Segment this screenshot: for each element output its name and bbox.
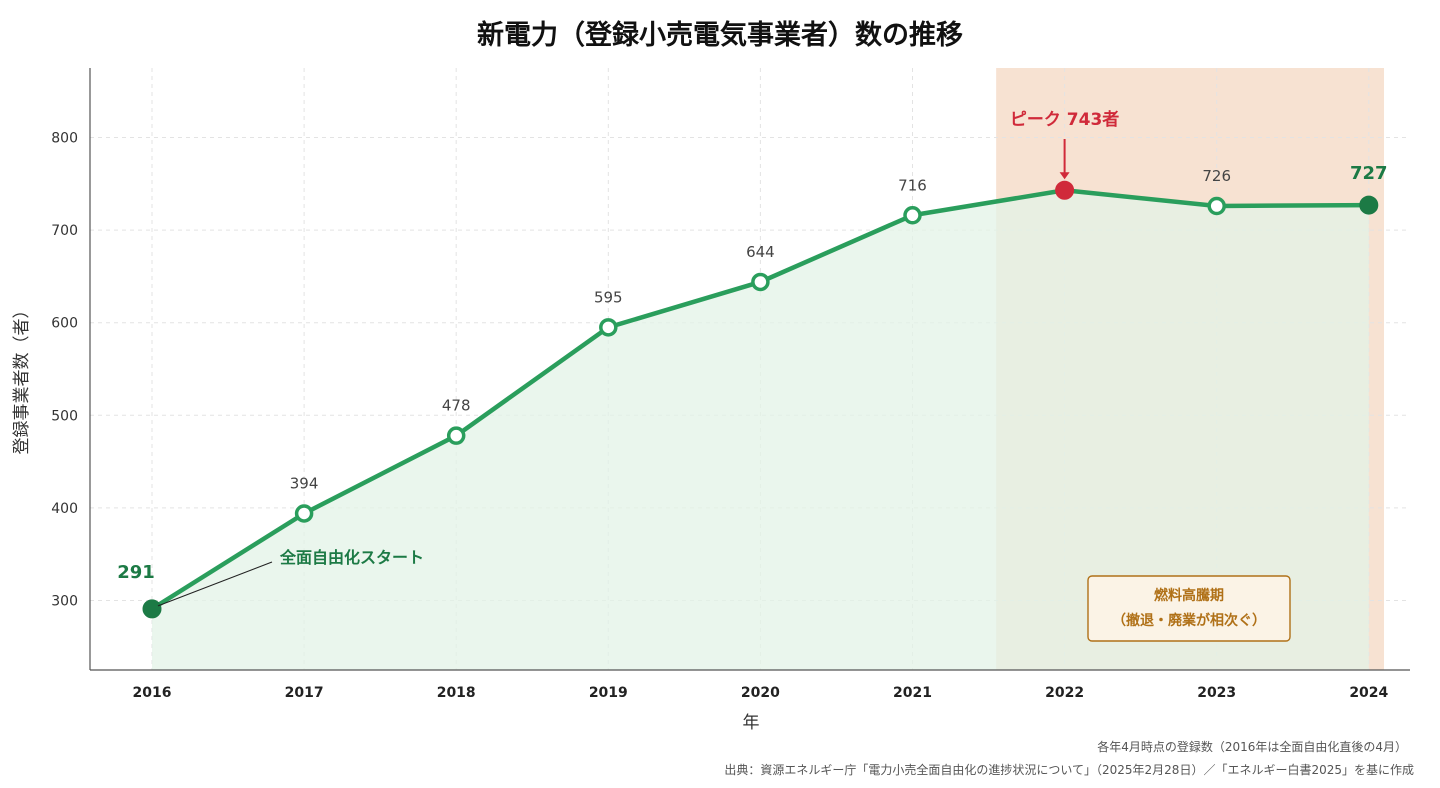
- x-tick-label: 2020: [741, 685, 780, 701]
- area-fill: [152, 190, 1369, 670]
- y-tick-label: 500: [51, 408, 78, 424]
- data-label-start: 291: [117, 562, 155, 583]
- note-line1: 各年4月時点の登録数（2016年は全面自由化直後の4月）: [1097, 739, 1407, 754]
- x-tick-label: 2022: [1045, 685, 1084, 701]
- data-label: 394: [290, 474, 319, 492]
- data-label: 716: [898, 176, 927, 194]
- start-annotation: 全面自由化スタート: [279, 548, 424, 567]
- data-label: 478: [442, 397, 471, 415]
- y-tick-label: 300: [51, 594, 78, 610]
- data-point: [294, 504, 314, 523]
- start-leader-line: [157, 561, 273, 607]
- x-tick-label: 2017: [285, 685, 324, 701]
- peak-point: [1055, 180, 1075, 200]
- peak-annotation: ピーク 743者: [1010, 109, 1119, 130]
- highlight-point: [1359, 195, 1379, 215]
- y-tick-label: 600: [51, 316, 78, 332]
- x-axis-label: 年: [743, 713, 760, 733]
- source-note: 出典：資源エネルギー庁「電力小売全面自由化の進捗状況について」（2025年2月2…: [724, 762, 1414, 777]
- data-point: [599, 318, 618, 337]
- data-point: [446, 426, 466, 445]
- data-point: [903, 206, 922, 225]
- y-tick-label: 700: [51, 223, 78, 239]
- peak-arrow-head: [1059, 172, 1070, 180]
- x-tick-label: 2018: [437, 685, 476, 701]
- period-label-subtitle: （撤退・廃業が相次ぐ）: [1112, 612, 1266, 629]
- data-point: [751, 272, 770, 292]
- y-tick-label: 800: [51, 130, 78, 146]
- y-axis-label: 登録事業者数（者）: [12, 302, 32, 455]
- data-label: 644: [746, 243, 775, 261]
- data-points: [142, 180, 1379, 619]
- axes: 300 400 500 600 700 800 2016 2017 2018 2019 2020 20…: [51, 68, 1410, 701]
- x-tick-label: 2016: [133, 685, 172, 701]
- x-tick-label: 2024: [1349, 685, 1388, 701]
- data-labels: 291 394 478 595 644 716 726 727: [117, 163, 1387, 583]
- x-tick-label: 2023: [1197, 685, 1236, 701]
- data-point: [1207, 196, 1226, 216]
- data-label: 595: [594, 288, 623, 306]
- chart-title: 新電力（登録小売電気事業者）数の推移: [477, 19, 963, 51]
- area-fill-path: [152, 190, 1369, 670]
- highlight-point: [142, 599, 162, 619]
- x-tick-label: 2019: [589, 685, 628, 701]
- x-tick-label: 2021: [893, 685, 932, 701]
- y-tick-label: 400: [51, 501, 78, 517]
- period-label-title: 燃料高騰期: [1154, 587, 1224, 604]
- data-label: 726: [1202, 167, 1231, 185]
- data-label-end: 727: [1350, 163, 1388, 184]
- period-label-box: [1087, 575, 1291, 642]
